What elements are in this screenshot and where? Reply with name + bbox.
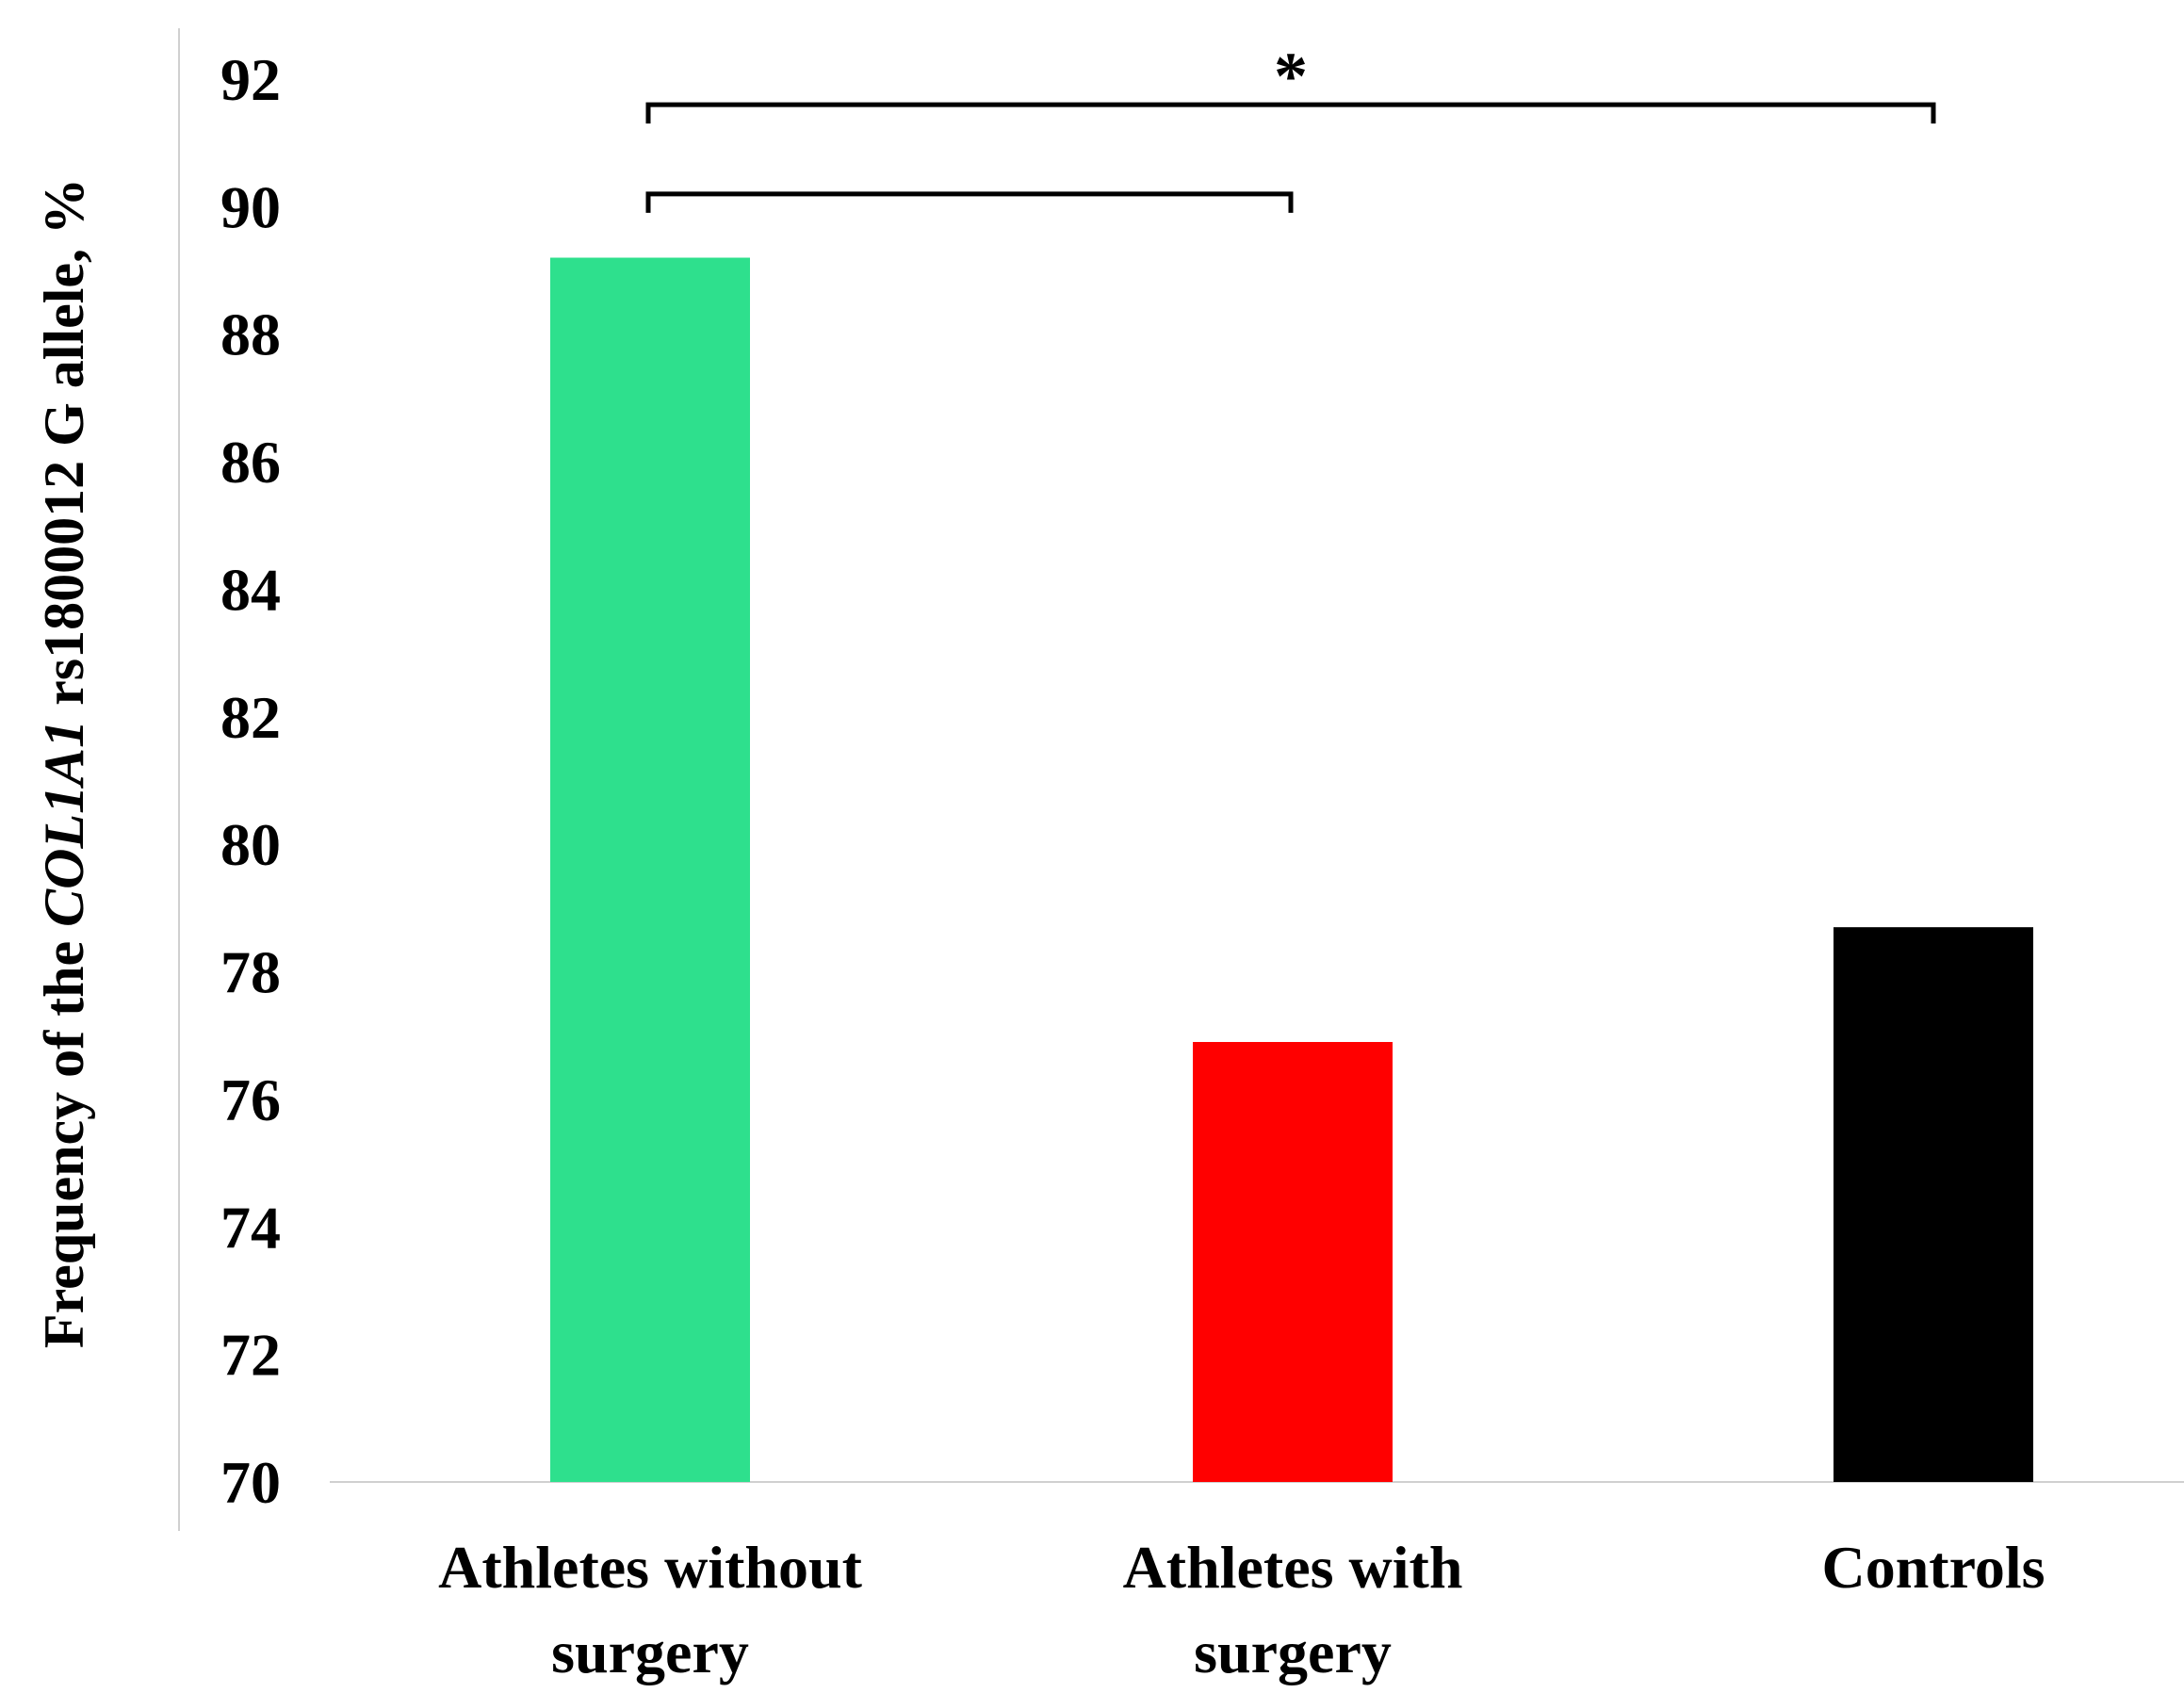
bars bbox=[550, 257, 2033, 1483]
x-tick-label: Controls bbox=[1821, 1534, 2045, 1601]
x-tick-label: surgery bbox=[1194, 1619, 1392, 1685]
y-tick-label: 72 bbox=[220, 1322, 281, 1389]
y-axis-label: Frequency of the COL1A1 rs1800012 G alle… bbox=[33, 178, 95, 1348]
x-tick-label: Athletes with bbox=[1123, 1534, 1463, 1601]
y-tick-label: 90 bbox=[220, 173, 281, 240]
y-tick-label: 88 bbox=[220, 301, 281, 368]
x-tick-label: Athletes without bbox=[438, 1534, 862, 1601]
significance-brackets: * bbox=[645, 39, 1936, 213]
category-labels: Athletes without surgery Athletes with surg… bbox=[438, 1534, 2045, 1685]
y-axis-label-gene: COL1A1 bbox=[33, 720, 95, 927]
bar bbox=[550, 257, 750, 1483]
y-axis-label-suffix: rs1800012 G allele, % bbox=[33, 178, 95, 720]
bar bbox=[1193, 1041, 1393, 1482]
bar bbox=[1834, 927, 2033, 1482]
significance-bracket bbox=[645, 102, 1936, 124]
y-tick-labels: 70 72 74 76 78 80 82 84 86 88 90 92 bbox=[220, 46, 281, 1516]
y-tick-label: 82 bbox=[220, 684, 281, 751]
y-tick-label: 80 bbox=[220, 811, 281, 878]
significance-marker: * bbox=[1274, 39, 1308, 114]
y-tick-label: 74 bbox=[220, 1194, 281, 1261]
y-tick-label: 92 bbox=[220, 46, 281, 113]
significance-bracket bbox=[645, 191, 1294, 213]
y-axis-label-prefix: Frequency of the bbox=[33, 927, 95, 1348]
y-tick-label: 84 bbox=[220, 556, 281, 623]
y-tick-label: 78 bbox=[220, 939, 281, 1006]
y-tick-label: 76 bbox=[220, 1066, 281, 1133]
y-tick-label: 86 bbox=[220, 429, 281, 496]
y-tick-label: 70 bbox=[220, 1449, 281, 1516]
x-tick-label: surgery bbox=[551, 1619, 749, 1685]
